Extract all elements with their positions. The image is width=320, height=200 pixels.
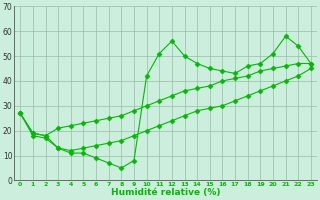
X-axis label: Humidité relative (%): Humidité relative (%)	[111, 188, 220, 197]
